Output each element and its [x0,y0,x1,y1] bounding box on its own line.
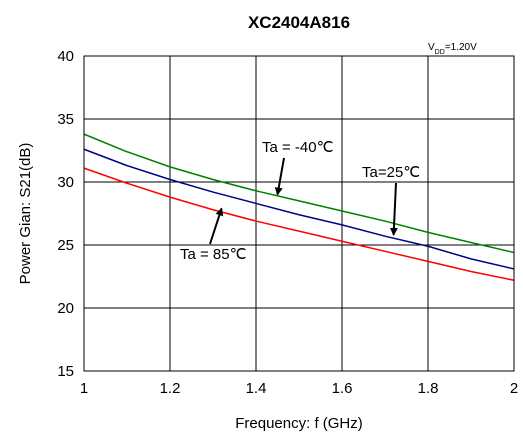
series-line [83,133,515,254]
series-line [83,167,515,282]
y-tick-label: 40 [57,48,74,65]
annotation-label: Ta=25℃ [362,164,420,181]
chart-title: XC2404A816 [248,13,350,32]
vdd-rest: =1.20V [445,42,477,53]
y-tick-label: 25 [57,237,74,254]
grid [83,55,515,372]
y-tick-labels: 15 20 25 30 35 40 [57,48,74,380]
annotation-label: Ta = -40℃ [262,139,333,156]
plot-area [83,55,515,372]
series-line [83,148,515,270]
annotation-arrow [274,157,285,196]
y-axis-label: Power Gian: S21(dB) [17,143,34,285]
x-axis-label: Frequency: f (GHz) [235,415,363,432]
y-tick-label: 15 [57,363,74,380]
series-group [83,133,515,282]
vdd-main: V [428,42,435,53]
x-tick-label: 1 [80,380,88,397]
x-tick-label: 1.2 [160,380,181,397]
annotations: Ta = -40℃ Ta=25℃ Ta = 85℃ [180,139,420,263]
x-tick-label: 1.6 [332,380,353,397]
vdd-sub: DD [435,49,445,56]
y-tick-label: 20 [57,300,74,317]
vdd-label: VDD=1.20V [428,42,477,56]
x-tick-label: 2 [510,380,518,397]
x-tick-labels: 1 1.2 1.4 1.6 1.8 2 [80,380,518,397]
x-tick-label: 1.4 [246,380,267,397]
annotation-arrow [389,182,398,236]
annotation-arrow [209,207,224,245]
annotation-label: Ta = 85℃ [180,246,246,263]
y-tick-label: 35 [57,111,74,128]
x-tick-label: 1.8 [418,380,439,397]
y-tick-label: 30 [57,174,74,191]
